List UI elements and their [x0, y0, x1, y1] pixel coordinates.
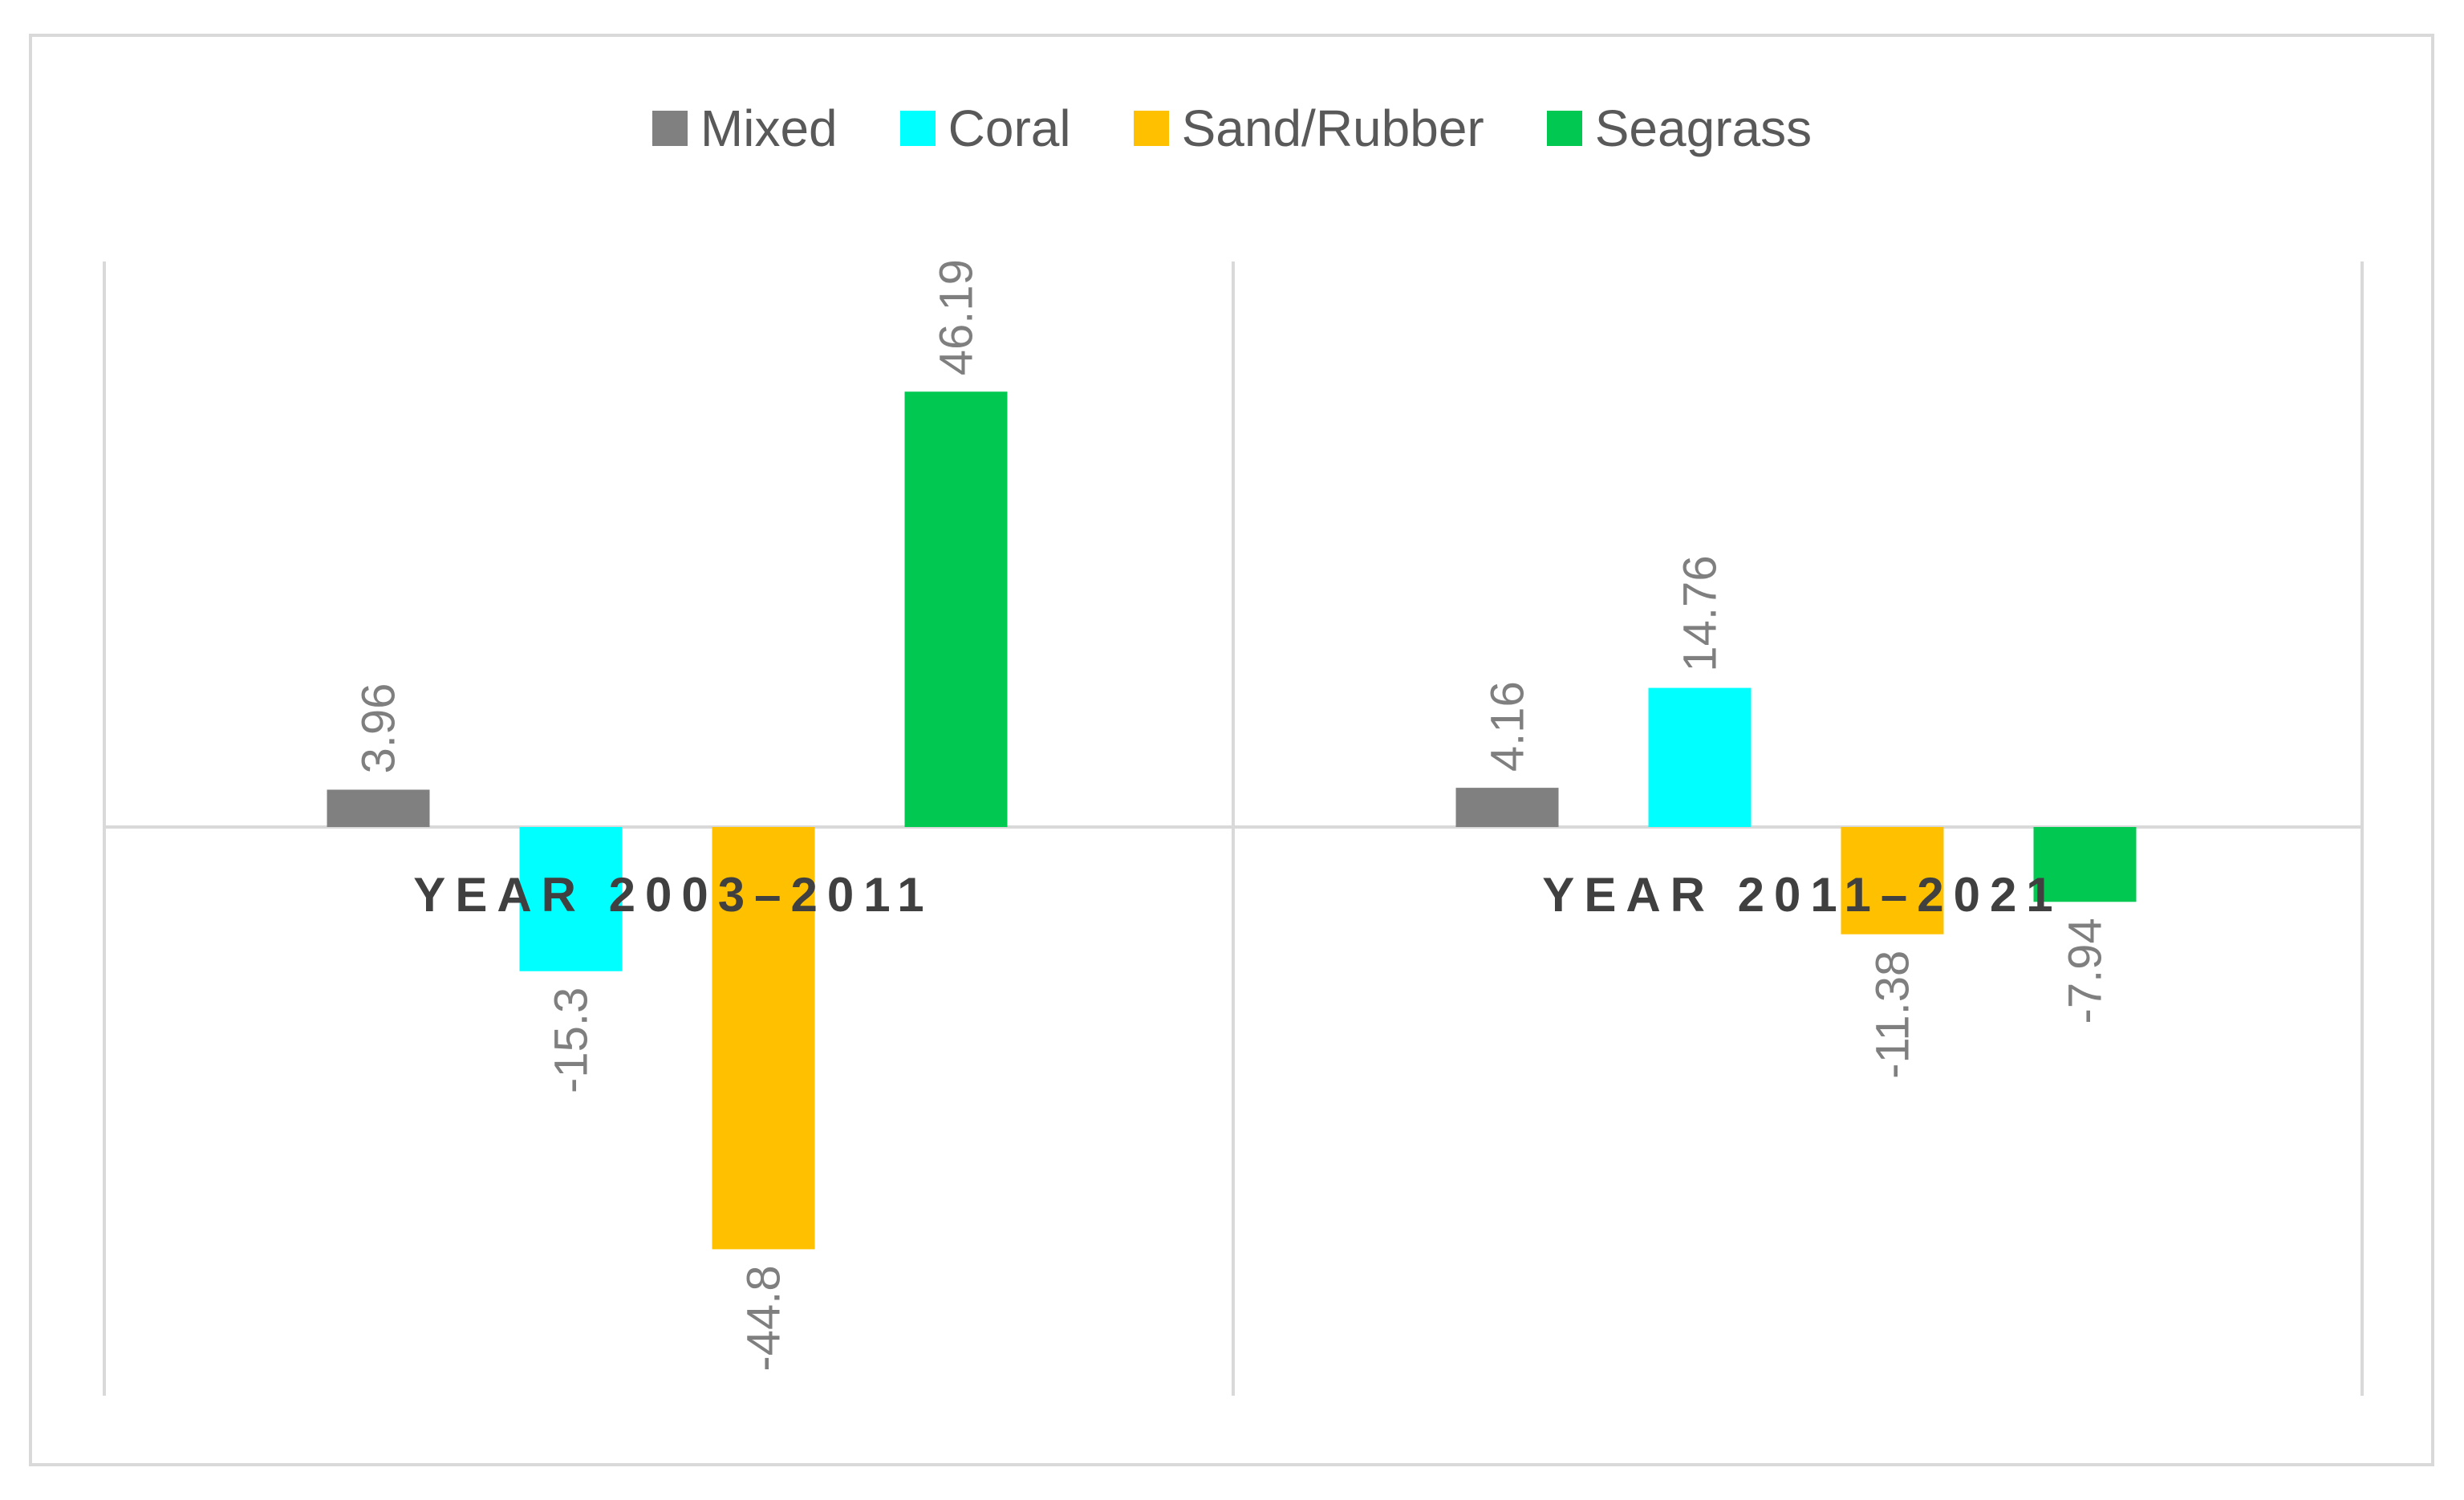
- legend-item-coral[interactable]: Coral: [899, 99, 1071, 158]
- legend-label-sand-rubber: Sand/Rubber: [1181, 99, 1484, 157]
- bar-seagrass-2: [2033, 827, 2137, 902]
- legend-swatch-sand-rubber: [1133, 111, 1169, 146]
- legend-swatch-mixed: [652, 111, 688, 146]
- legend-item-seagrass[interactable]: Seagrass: [1546, 99, 1812, 158]
- bar-sand-rubber-1: [712, 827, 815, 1250]
- legend-swatch-seagrass: [1546, 111, 1582, 146]
- category-label-2: YEAR 2011–2021: [1542, 868, 2062, 922]
- data-label-coral-2: 14.76: [1674, 555, 1727, 671]
- data-label-coral-1: -15.3: [546, 987, 598, 1093]
- data-label-mixed-1: 3.96: [353, 683, 405, 774]
- bar-coral-1: [519, 827, 623, 971]
- bar-coral-2: [1648, 687, 1752, 827]
- data-label-mixed-2: 4.16: [1482, 681, 1534, 772]
- legend-item-sand-rubber[interactable]: Sand/Rubber: [1133, 99, 1484, 158]
- legend-label-seagrass: Seagrass: [1594, 99, 1812, 157]
- legend-label-coral: Coral: [948, 99, 1071, 157]
- legend-swatch-coral: [899, 111, 936, 146]
- bar-sand-rubber-2: [1841, 827, 1944, 934]
- data-label-seagrass-1: 46.19: [931, 259, 983, 375]
- category-label-1: YEAR 2003–2011: [413, 868, 933, 922]
- bar-seagrass-1: [904, 391, 1008, 828]
- bar-mixed-2: [1455, 788, 1559, 827]
- bar-mixed-1: [327, 789, 430, 827]
- data-label-sand-rubber-1: -44.8: [738, 1265, 790, 1371]
- data-label-sand-rubber-2: -11.38: [1867, 951, 1919, 1079]
- legend-item-mixed[interactable]: Mixed: [652, 99, 838, 158]
- data-label-seagrass-2: -7.94: [2060, 918, 2112, 1024]
- legend: Mixed Coral Sand/Rubber Seagrass: [0, 96, 2464, 160]
- legend-label-mixed: Mixed: [700, 99, 838, 157]
